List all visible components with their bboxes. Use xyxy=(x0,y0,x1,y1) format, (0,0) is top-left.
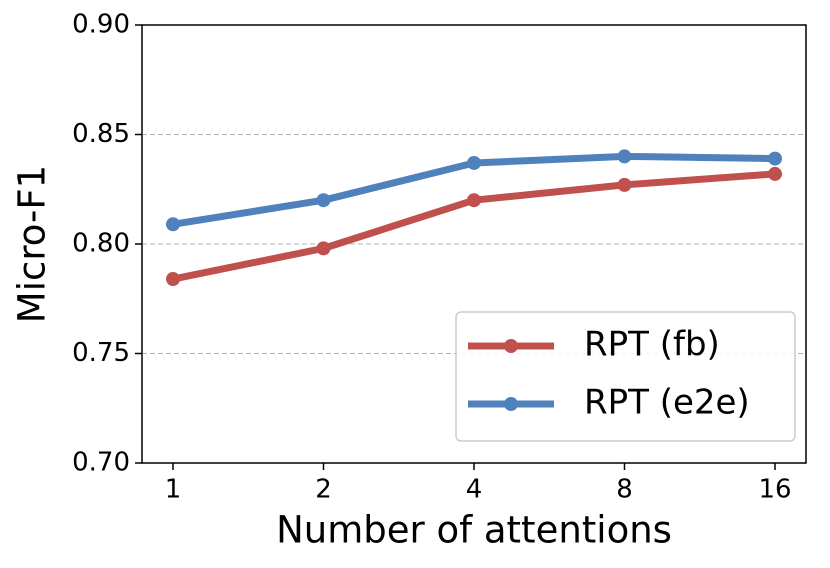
y-tick-label: 0.75 xyxy=(72,338,130,368)
data-point xyxy=(166,217,180,232)
data-point xyxy=(768,166,782,181)
legend-label: RPT (e2e) xyxy=(584,383,750,423)
x-tick-label: 16 xyxy=(758,475,791,505)
x-tick-label: 8 xyxy=(616,475,633,505)
y-tick-label: 0.90 xyxy=(72,10,130,40)
data-point xyxy=(617,177,632,192)
y-tick-label: 0.85 xyxy=(72,119,130,149)
data-point xyxy=(467,155,481,170)
data-point xyxy=(316,193,331,208)
legend-label: RPT (fb) xyxy=(584,325,720,365)
data-point xyxy=(617,149,632,164)
data-point xyxy=(768,151,782,166)
y-axis-label: Micro-F1 xyxy=(11,165,54,323)
x-tick-label: 4 xyxy=(466,475,483,505)
y-tick-label: 0.80 xyxy=(72,229,130,259)
series-line xyxy=(172,170,776,283)
x-tick-label: 2 xyxy=(315,475,332,505)
x-tick-label: 1 xyxy=(165,475,182,505)
legend-marker xyxy=(504,397,518,411)
legend-marker xyxy=(504,339,518,353)
data-point xyxy=(467,193,481,208)
data-point xyxy=(316,241,331,256)
x-axis-label: Number of attentions xyxy=(276,509,672,552)
y-tick-label: 0.70 xyxy=(72,448,130,478)
plot-frame xyxy=(141,24,807,464)
data-point xyxy=(166,272,180,287)
